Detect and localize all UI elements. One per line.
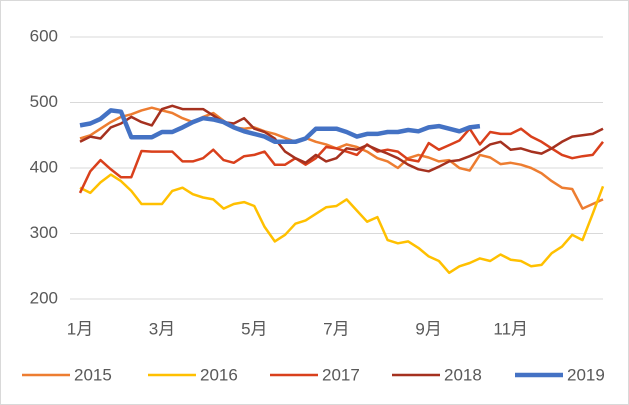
series-line <box>79 104 604 173</box>
x-tick-label: 5月 <box>241 319 267 338</box>
series-line <box>78 127 604 194</box>
legend-label: 2016 <box>200 365 238 384</box>
y-tick-label: 500 <box>30 92 58 111</box>
series-line <box>79 108 481 145</box>
y-tick-label: 600 <box>30 26 58 45</box>
legend-item: 2017 <box>270 365 360 384</box>
legend-item: 2015 <box>22 365 112 384</box>
legend-label: 2017 <box>322 365 360 384</box>
legend-item: 2018 <box>392 365 482 384</box>
x-tick-label: 7月 <box>323 319 349 338</box>
series-line <box>79 106 604 210</box>
x-tick-label: 1月 <box>67 319 93 338</box>
y-tick-label: 200 <box>30 288 58 307</box>
series-line <box>79 173 605 275</box>
legend-item: 2016 <box>148 365 238 384</box>
x-tick-label: 3月 <box>149 319 175 338</box>
x-tick-label: 9月 <box>415 319 441 338</box>
x-tick-label: 11月 <box>493 319 528 338</box>
legend-item: 2019 <box>515 365 605 384</box>
legend-label: 2015 <box>74 365 112 384</box>
legend-label: 2019 <box>567 365 605 384</box>
y-tick-label: 400 <box>30 157 58 176</box>
y-tick-label: 300 <box>30 223 58 242</box>
legend-label: 2018 <box>444 365 482 384</box>
